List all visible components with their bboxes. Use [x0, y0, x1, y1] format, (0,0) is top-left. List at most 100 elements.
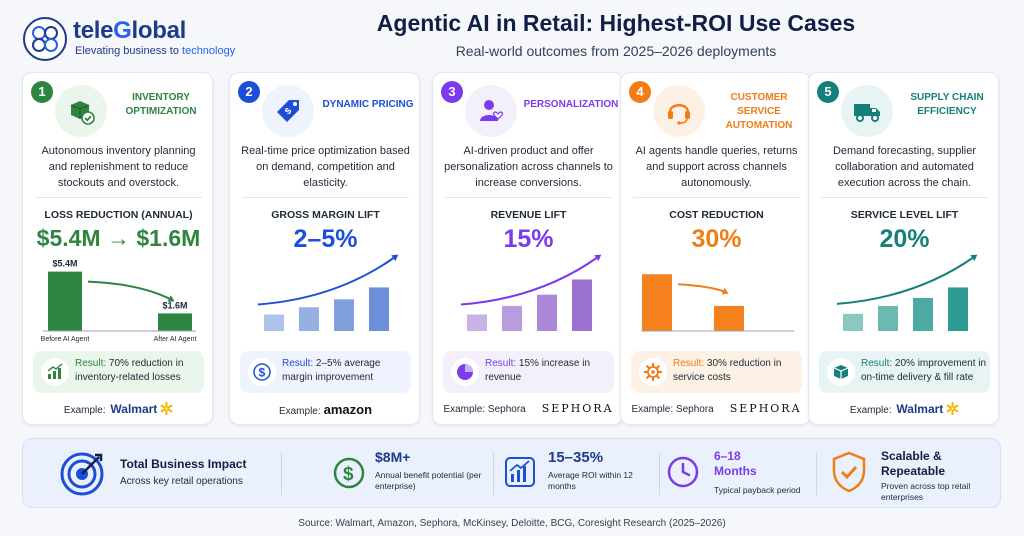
result-box: Result: 70% reduction in inventory-relat…	[33, 351, 204, 393]
target-icon	[60, 452, 104, 496]
bar-data-label: $5.4M	[52, 259, 77, 269]
trend-arrow	[677, 283, 726, 293]
result-box: Result: 20% improvement in on-time deliv…	[819, 351, 990, 393]
growth-chart-icon	[505, 457, 535, 487]
use-case-card-supply-chain: 5 SUPPLY CHAIN EFFICIENCY Demand forecas…	[808, 72, 999, 425]
source-note: Source: Walmart, Amazon, Sephora, McKins…	[298, 518, 726, 529]
trend-arrow	[257, 256, 396, 306]
example: Example: Walmart	[809, 401, 1000, 416]
card-number: 3	[441, 81, 463, 103]
svg-text:$: $	[259, 366, 266, 380]
amazon-logo: amazon	[323, 402, 373, 417]
example: Example: Sephora SEPHORA	[631, 402, 802, 415]
bar	[948, 287, 968, 331]
brand-tagline: Elevating business to technology	[75, 45, 236, 57]
metric-label: LOSS REDUCTION (ANNUAL)	[44, 209, 193, 221]
margin-lift-chart	[257, 254, 399, 331]
card-number: 1	[31, 81, 53, 103]
clock-icon	[667, 456, 699, 488]
metric-label: REVENUE LIFT	[490, 209, 567, 221]
divider	[35, 197, 202, 198]
card-title: SUPPLY CHAIN EFFICIENCY	[910, 92, 984, 117]
card-description: Autonomous inventory planning and replen…	[41, 145, 196, 189]
result-prefix: Result:	[861, 358, 893, 369]
metric-label: SERVICE LEVEL LIFT	[850, 209, 959, 221]
result-text: 20% improvement in on-time delivery & fi…	[861, 358, 987, 383]
bar	[48, 271, 82, 331]
example: Example: amazon	[278, 402, 373, 417]
card-description: Demand forecasting, supplier collaborati…	[832, 145, 977, 189]
loss-reduction-chart: $5.4M Before AI Agent $1.6M After AI Agent	[41, 259, 197, 343]
box-check-icon	[70, 101, 95, 125]
result-prefix: Result:	[75, 358, 107, 369]
card-number: 2	[238, 81, 260, 103]
bar	[467, 314, 487, 331]
svg-text:$: $	[283, 106, 294, 117]
sephora-logo: SEPHORA	[729, 402, 802, 415]
revenue-lift-chart	[460, 254, 602, 331]
result-text: 30% reduction in service costs	[673, 358, 782, 383]
walmart-logo: Walmart	[110, 402, 158, 416]
divider	[816, 453, 817, 495]
result-text: 70% reduction in inventory-related losse…	[75, 358, 184, 383]
teleglobal-logo-icon	[23, 17, 67, 61]
bar	[878, 305, 898, 331]
bar	[572, 279, 592, 331]
card-title: PERSONALIZATION	[523, 99, 619, 110]
divider	[281, 453, 282, 495]
payback-value: 6–18 Months	[714, 449, 757, 478]
arrow-head	[970, 254, 978, 262]
brand-name: teleGlobal	[73, 17, 187, 44]
metric-value: 30%	[691, 225, 742, 253]
bar-data-label: $1.6M	[162, 300, 187, 310]
trend-chart-icon	[47, 363, 63, 379]
scalable-value: Scalable & Repeatable	[881, 449, 946, 478]
bar	[334, 299, 354, 331]
roi-value: 15–35%	[548, 449, 604, 466]
arrow-head	[167, 295, 175, 302]
divider	[493, 453, 494, 495]
divider	[659, 453, 660, 495]
price-tag-icon: $	[277, 100, 299, 122]
card-number: 4	[629, 81, 651, 103]
category-label: After AI Agent	[154, 336, 197, 343]
arrow-head	[594, 254, 602, 262]
divider	[445, 197, 612, 198]
divider	[242, 197, 409, 198]
bar	[158, 313, 192, 331]
result-box: Result: 15% increase in revenue	[443, 351, 614, 393]
dollar-icon: $	[253, 363, 271, 381]
metric-value: 2–5%	[293, 225, 358, 253]
pie-chart-icon	[457, 364, 473, 380]
metric-value: 20%	[879, 225, 930, 253]
category-label: Before AI Agent	[41, 336, 90, 343]
service-level-chart	[836, 254, 978, 331]
bar	[642, 274, 672, 331]
use-case-card-personalization: 3 PERSONALIZATION AI-driven product and …	[432, 72, 623, 425]
result-prefix: Result:	[673, 358, 705, 369]
bar	[369, 287, 389, 331]
metric-label: COST REDUCTION	[669, 209, 764, 221]
example: Example: Walmart	[23, 401, 214, 416]
metric-value: 15%	[503, 225, 554, 253]
sephora-logo: SEPHORA	[541, 402, 614, 415]
divider	[633, 197, 800, 198]
page-subtitle: Real-world outcomes from 2025–2026 deplo…	[455, 43, 777, 59]
cost-reduction-chart	[641, 274, 794, 332]
scalable-label: Proven across top retail enterprises	[881, 481, 971, 502]
use-case-card-pricing: 2 $ DYNAMIC PRICING Real-time price opti…	[229, 72, 420, 425]
roi-label: Average ROI within 12 months	[548, 470, 633, 491]
trend-arrow	[836, 256, 975, 305]
card-title: INVENTORY OPTIMIZATION	[125, 92, 197, 117]
use-case-card-inventory: 1 INVENTORY OPTIMIZATION Autonomous inve…	[22, 72, 213, 425]
user-heart-icon	[480, 100, 504, 121]
headset-icon	[668, 104, 690, 125]
bar	[714, 305, 744, 331]
result-text: 2–5% average margin improvement	[282, 358, 381, 383]
result-prefix: Result:	[485, 358, 517, 369]
page-title: Agentic AI in Retail: Highest-ROI Use Ca…	[376, 10, 856, 36]
payback-label: Typical payback period	[714, 485, 801, 495]
bar	[537, 294, 557, 331]
card-description: AI-driven product and offer personalizat…	[444, 145, 613, 189]
gear-icon	[644, 363, 662, 381]
